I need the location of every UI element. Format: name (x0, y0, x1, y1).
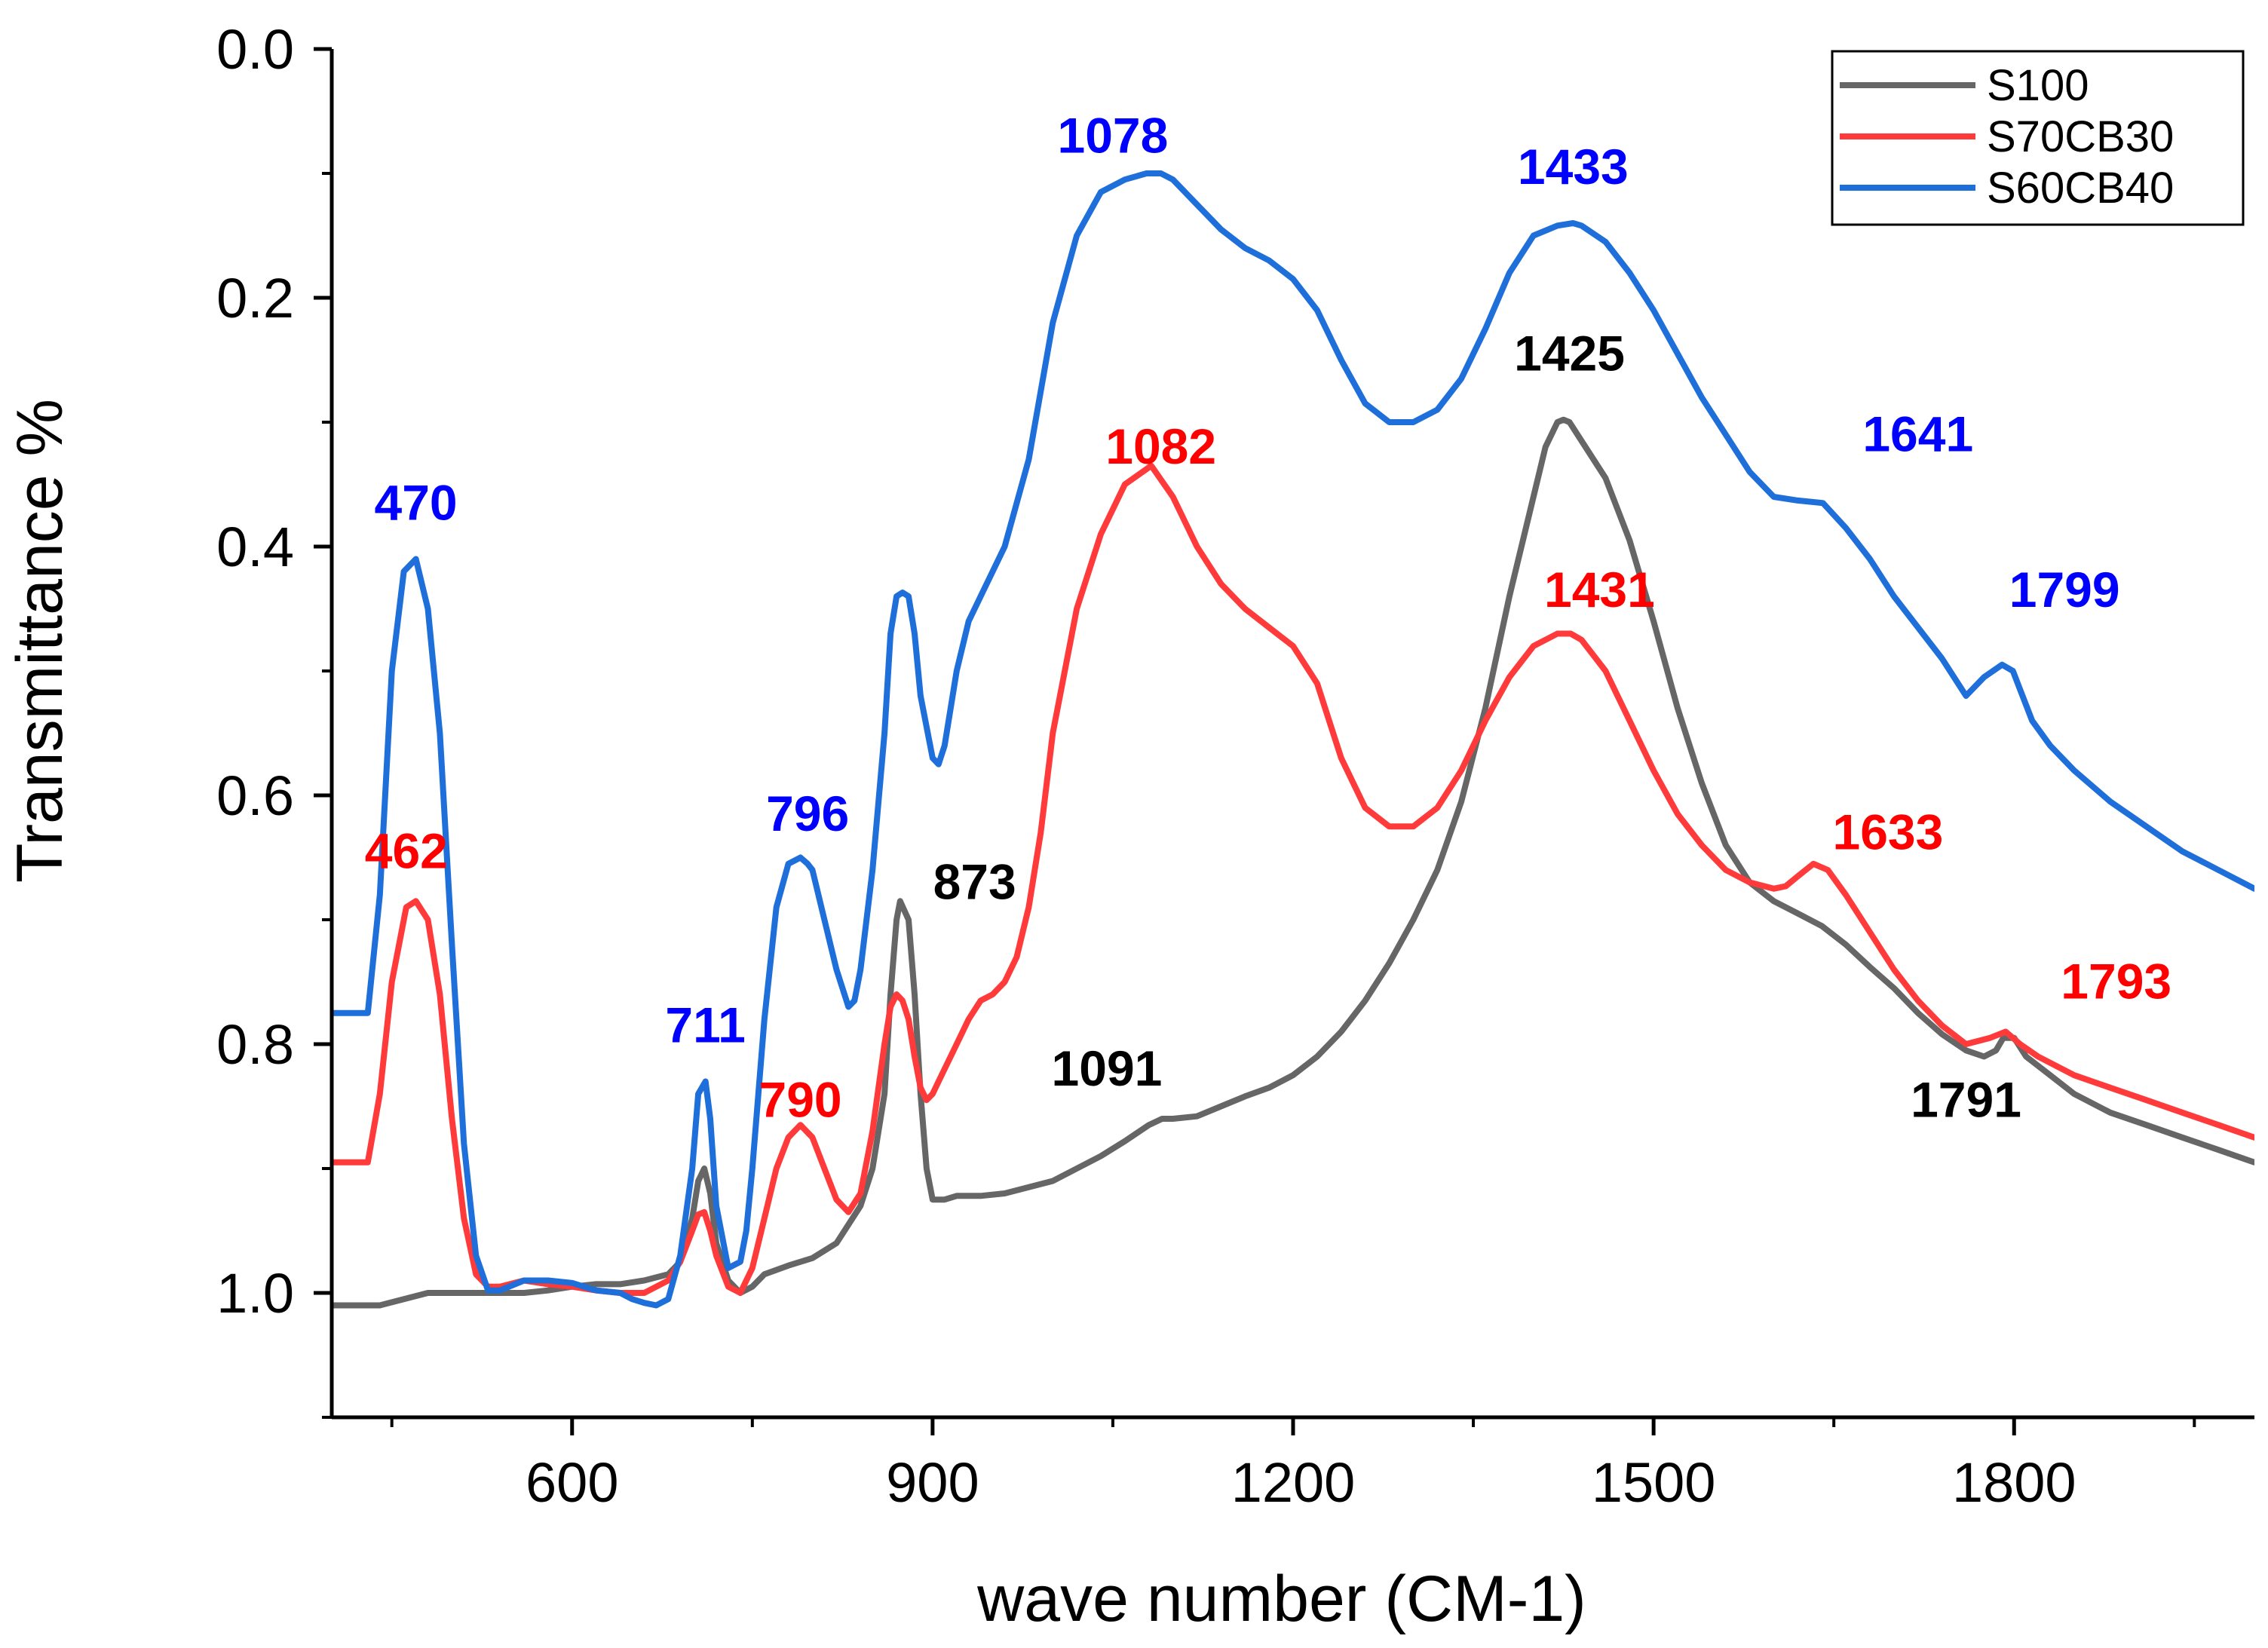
peak-label-1633: 1633 (1832, 804, 1943, 860)
legend-label-s60cb40: S60CB40 (1987, 164, 2174, 213)
peak-label-1431: 1431 (1544, 562, 1655, 617)
peak-label-470: 470 (375, 474, 458, 530)
x-axis-title: wave number (CM-1) (976, 1563, 1586, 1635)
peak-label-1799: 1799 (2009, 562, 2120, 617)
peak-label-1425: 1425 (1514, 325, 1625, 381)
peak-label-1433: 1433 (1518, 139, 1629, 195)
peak-label-873: 873 (933, 854, 1016, 910)
peak-label-1078: 1078 (1058, 108, 1169, 164)
x-tick-label: 900 (886, 1451, 979, 1514)
peak-annotations: 470 462 711 796 790 873 1091 1078 1082 1433 1425 14… (365, 108, 2171, 1128)
y-tick-label: 1.0 (216, 1262, 294, 1325)
peak-label-1793: 1793 (2061, 954, 2171, 1009)
series-line-s70cb30 (332, 462, 2254, 1296)
y-tick-label: 0.2 (216, 267, 294, 329)
y-axis-title: Transmittance % (4, 399, 76, 883)
y-tick-label: 0.8 (216, 1013, 294, 1076)
y-tick-label: 0.6 (216, 764, 294, 827)
plot-area (332, 170, 2254, 1309)
series-line-s60cb40 (332, 170, 2254, 1309)
x-tick-label: 1800 (1952, 1451, 2076, 1514)
legend-label-s100: S100 (1987, 61, 2089, 110)
peak-label-711: 711 (665, 997, 745, 1052)
x-tick-label: 600 (526, 1451, 618, 1514)
x-tick-label: 1200 (1231, 1451, 1356, 1514)
legend-label-s70cb30: S70CB30 (1987, 112, 2174, 161)
peak-label-796: 796 (766, 786, 849, 841)
peak-label-1091: 1091 (1052, 1040, 1163, 1096)
y-tick-label: 0.0 (216, 18, 294, 81)
axes: 0.0 0.2 0.4 0.6 0.8 1.0 600 900 1200 1500 1800 (216, 18, 2254, 1514)
series-line-s100 (332, 416, 2254, 1309)
peak-label-790: 790 (759, 1071, 842, 1127)
peak-label-462: 462 (365, 822, 448, 878)
x-tick-label: 1500 (1592, 1451, 1716, 1514)
peak-label-1641: 1641 (1862, 406, 1973, 462)
y-tick-label: 0.4 (216, 516, 294, 578)
peak-label-1082: 1082 (1105, 418, 1216, 474)
peak-label-1791: 1791 (1911, 1071, 2021, 1127)
